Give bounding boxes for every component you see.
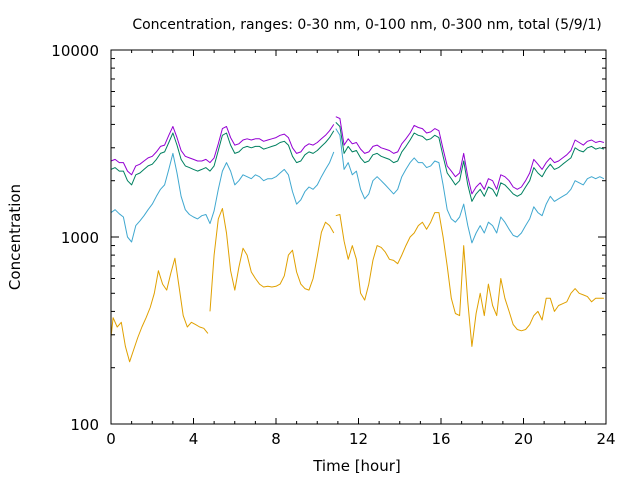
- series-1-line-segment-3: [335, 212, 604, 347]
- chart-title: Concentration, ranges: 0-30 nm, 0-100 nm…: [132, 17, 601, 33]
- series-4-line-segment-1: [110, 124, 335, 176]
- x-tick-label-0: 0: [106, 430, 116, 448]
- x-tick-label-8: 8: [271, 430, 281, 448]
- y-tick-label-100: 100: [70, 416, 99, 434]
- series-3-line-segment-2: [335, 122, 605, 202]
- x-tick-label-24: 24: [596, 430, 615, 448]
- x-axis-label: Time [hour]: [312, 457, 401, 475]
- series-layer: [110, 116, 605, 363]
- x-tick-label-12: 12: [349, 430, 368, 448]
- series-3-line-segment-1: [110, 130, 335, 186]
- series-1-line-segment-2: [209, 208, 335, 312]
- x-tick-label-20: 20: [514, 430, 533, 448]
- y-tick-label-10000: 10000: [51, 42, 99, 60]
- series-4-line-segment-2: [335, 116, 605, 195]
- y-axis-label: Concentration: [6, 184, 24, 290]
- series-2-line-segment-2: [335, 128, 605, 244]
- x-tick-label-16: 16: [431, 430, 450, 448]
- y-tick-label-1000: 1000: [61, 229, 99, 247]
- x-tick-label-4: 4: [189, 430, 199, 448]
- plot-frame: [110, 49, 607, 425]
- axes-layer: 0 4 8 12 16 20 24 100 1000 10000: [51, 42, 615, 448]
- series-1-line-segment-1: [110, 257, 209, 363]
- series-2-line-segment-1: [110, 151, 335, 243]
